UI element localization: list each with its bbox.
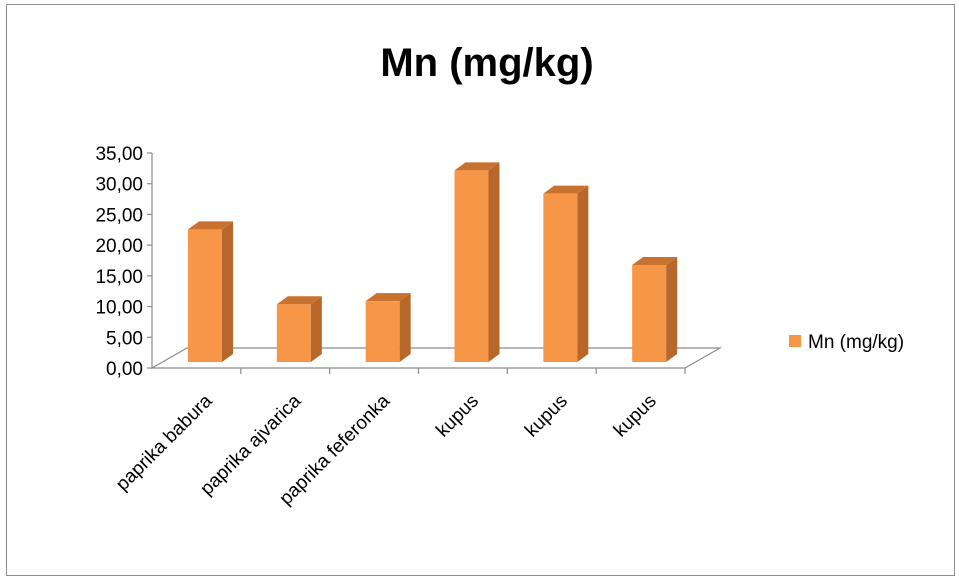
- bar-side: [222, 221, 233, 362]
- bar-top: [188, 221, 233, 230]
- x-tick-label: kupus: [432, 391, 483, 442]
- bar-front: [543, 193, 578, 362]
- legend-swatch: [789, 335, 801, 347]
- bar-top: [632, 256, 678, 265]
- y-tick-label: 30,00: [95, 175, 143, 196]
- bar-side: [577, 185, 589, 362]
- y-tick-labels: 0,00 5,00 10,00 15,00 20,00 25,00 30,00 35,00: [95, 144, 143, 380]
- y-tick-label: 15,00: [95, 267, 143, 288]
- y-tick-label: 35,00: [95, 144, 143, 165]
- y-tick-label: 25,00: [95, 205, 143, 226]
- bar-front: [632, 264, 667, 362]
- x-tick-label: kupus: [610, 391, 661, 442]
- bar: [276, 296, 322, 362]
- bar-front: [276, 304, 311, 362]
- bar: [188, 221, 233, 362]
- bar-front: [365, 301, 400, 362]
- bar-top: [454, 162, 500, 171]
- bar: [632, 256, 678, 362]
- bars: [188, 162, 678, 362]
- x-tick-label: kupus: [521, 391, 572, 442]
- y-tick-label: 5,00: [106, 328, 143, 349]
- y-tick-label: 10,00: [95, 298, 143, 319]
- bar: [365, 293, 411, 362]
- legend: Mn (mg/kg): [789, 332, 904, 353]
- bar-front: [454, 170, 489, 362]
- bar-top: [543, 185, 589, 194]
- bar: [454, 162, 500, 362]
- chart-title: Mn (mg/kg): [380, 41, 593, 85]
- bar-side: [666, 256, 678, 362]
- bar-front: [188, 229, 222, 362]
- bar-top: [365, 293, 411, 302]
- bar-side: [488, 162, 500, 362]
- legend-label: Mn (mg/kg): [808, 332, 904, 353]
- bar: [543, 185, 589, 362]
- bar-side: [310, 296, 322, 362]
- y-tick-label: 0,00: [106, 359, 143, 380]
- bar-side: [399, 293, 411, 362]
- bar-top: [276, 296, 322, 305]
- y-tick-label: 20,00: [95, 236, 143, 257]
